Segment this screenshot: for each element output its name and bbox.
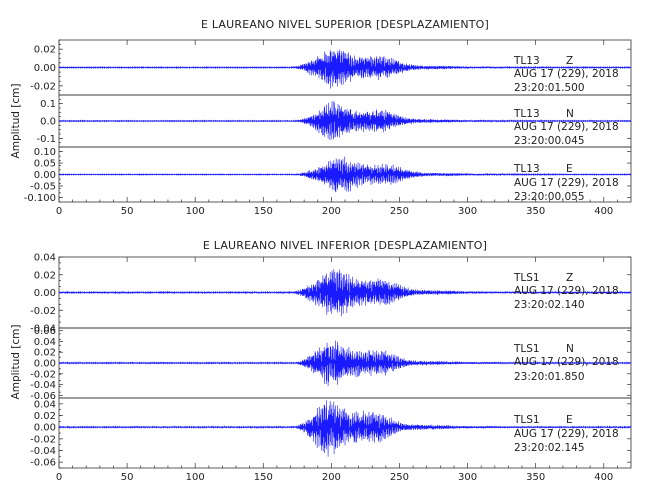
chart-superior: E LAUREANO NIVEL SUPERIOR [DESPLAZAMIENT… <box>10 18 632 217</box>
y-tick-label: 0.02 <box>34 348 56 359</box>
y-ticks: 0.100.050.00-0.05-0.100 <box>24 146 631 204</box>
waveform-trace <box>59 156 632 193</box>
station-label: TL13 <box>513 55 540 67</box>
record-date: AUG 17 (229), 2018 <box>514 68 619 80</box>
y-axis-label-inferior: Amplitud [cm] <box>10 325 22 400</box>
panel-tls1-n: 0.060.040.020.00-0.02-0.04-0.06 TLS1 N A… <box>30 326 632 402</box>
y-tick-label: -0.02 <box>30 306 56 317</box>
component-label: E <box>566 163 573 175</box>
x-tick-label: 0 <box>56 472 62 483</box>
x-tick-label: 200 <box>322 472 341 483</box>
station-label: TL13 <box>513 163 540 175</box>
y-tick-label: 0.0 <box>40 117 56 128</box>
record-time: 23:20:01.850 <box>514 371 585 383</box>
y-tick-label: -0.1 <box>36 134 56 145</box>
x-tick-label: 300 <box>458 206 477 217</box>
x-axis-superior: 0 50 100 150 200 250 300 350 400 <box>56 40 618 217</box>
component-label: N <box>566 343 574 355</box>
record-time: 23:20:00.045 <box>514 135 585 147</box>
y-tick-label: -0.04 <box>30 380 56 391</box>
record-time: 23:20:02.140 <box>514 299 585 311</box>
panel-tls1-e: 0.040.020.00-0.02-0.04-0.06 TLS1 E AUG 1… <box>30 397 632 469</box>
y-tick-label: 0.06 <box>34 326 56 337</box>
y-tick-label: 0.02 <box>34 411 56 422</box>
x-tick-label: 50 <box>121 472 134 483</box>
record-time: 23:20:01.500 <box>514 82 585 94</box>
x-tick-label: 150 <box>254 206 273 217</box>
record-date: AUG 17 (229), 2018 <box>514 177 619 189</box>
y-tick-label: 0.04 <box>34 399 56 410</box>
y-tick-label: 0.00 <box>34 288 56 299</box>
x-tick-label: 100 <box>186 472 205 483</box>
chart-title-inferior: E LAUREANO NIVEL INFERIOR [DESPLAZAMIENT… <box>203 239 487 252</box>
waveform-trace <box>58 269 632 317</box>
station-label: TLS1 <box>513 272 540 284</box>
x-tick-label: 50 <box>121 206 134 217</box>
y-tick-label: 0.10 <box>34 147 56 158</box>
waveform-trace <box>58 49 632 89</box>
record-time: 23:20:00.055 <box>514 191 585 203</box>
panel-tls1-z: 0.04 0.02 0.00 -0.02 -0.04 TLS1 Z AUG 17 (22… <box>30 253 632 335</box>
record-date: AUG 17 (229), 2018 <box>514 285 619 297</box>
y-tick-label: -0.100 <box>24 193 56 204</box>
y-tick-label: -0.02 <box>30 434 56 445</box>
y-tick-label: -0.06 <box>30 391 56 402</box>
y-tick-label: -0.05 <box>30 181 56 192</box>
x-tick-label: 350 <box>526 472 545 483</box>
y-tick-label: 0.04 <box>34 337 56 348</box>
record-date: AUG 17 (229), 2018 <box>514 428 619 440</box>
record-date: AUG 17 (229), 2018 <box>514 356 619 368</box>
chart-inferior: E LAUREANO NIVEL INFERIOR [DESPLAZAMIENT… <box>10 239 632 483</box>
x-axis-inferior: 0 50 100 150 200 250 300 350 400 <box>56 257 618 483</box>
station-label: TLS1 <box>513 414 540 426</box>
x-tick-label: 400 <box>594 206 613 217</box>
y-tick-label: -0.02 <box>30 81 56 92</box>
component-label: Z <box>566 55 573 67</box>
waveform-trace <box>58 340 632 386</box>
record-date: AUG 17 (229), 2018 <box>514 121 619 133</box>
y-ticks: 0.060.040.020.00-0.02-0.04-0.06 <box>30 326 631 402</box>
x-tick-label: 300 <box>458 472 477 483</box>
waveform-trace <box>58 100 632 141</box>
y-tick-label: -0.02 <box>30 369 56 380</box>
x-tick-label: 350 <box>526 206 545 217</box>
x-tick-label: 100 <box>186 206 205 217</box>
y-tick-label: 0.04 <box>34 253 56 264</box>
component-label: E <box>566 414 573 426</box>
x-tick-label: 200 <box>322 206 341 217</box>
record-time: 23:20:02.145 <box>514 442 585 454</box>
y-axis-label-superior: Amplitud [cm] <box>10 84 22 159</box>
y-tick-label: 0.02 <box>34 45 56 56</box>
y-ticks: 0.040.020.00-0.02-0.04-0.06 <box>30 397 631 469</box>
y-tick-label: 0.00 <box>34 170 56 181</box>
panel-tl13-z: 0.020.00-0.02 TL13 Z AUG 17 (229), 2018 … <box>30 39 632 96</box>
panel-tl13-e: 0.100.050.00-0.05-0.100 TL13 E AUG 17 (2… <box>24 146 632 204</box>
station-label: TLS1 <box>513 343 540 355</box>
y-tick-label: -0.04 <box>30 324 56 335</box>
y-tick-label: 0.00 <box>34 63 56 74</box>
component-label: N <box>566 108 574 120</box>
component-label: Z <box>566 272 573 284</box>
y-tick-label: 0.05 <box>34 159 56 170</box>
y-tick-label: 0.00 <box>34 423 56 434</box>
x-tick-label: 0 <box>56 206 62 217</box>
y-tick-label: -0.06 <box>30 458 56 469</box>
station-label: TL13 <box>513 108 540 120</box>
x-tick-label: 400 <box>594 472 613 483</box>
waveform-trace <box>58 400 632 457</box>
y-tick-label: -0.04 <box>30 446 56 457</box>
chart-title-superior: E LAUREANO NIVEL SUPERIOR [DESPLAZAMIENT… <box>201 18 489 31</box>
y-tick-label: 0.02 <box>34 270 56 281</box>
x-tick-label: 250 <box>390 206 409 217</box>
panel-tl13-n: 0.1 0.0 -0.1 TL13 N AUG 17 (229), 2018 23:… <box>36 94 632 148</box>
x-tick-label: 250 <box>390 472 409 483</box>
y-tick-label: 0.1 <box>40 99 56 110</box>
y-tick-label: 0.00 <box>34 359 56 370</box>
x-tick-label: 150 <box>254 472 273 483</box>
